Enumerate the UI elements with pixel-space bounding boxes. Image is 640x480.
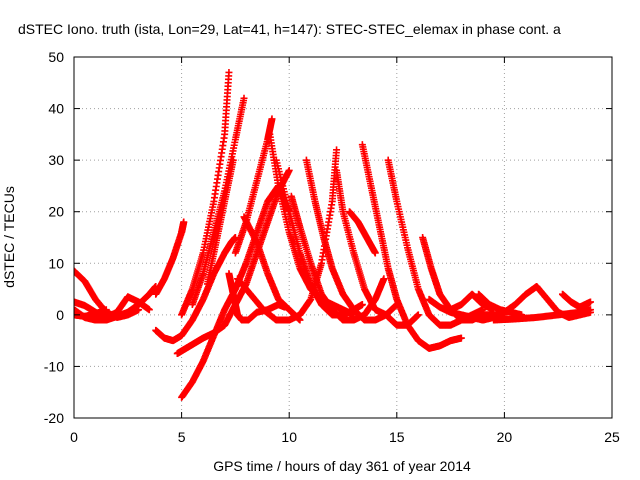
y-tick-label: -20: [44, 410, 64, 426]
chart-title: dSTEC Iono. truth (ista, Lon=29, Lat=41,…: [18, 21, 561, 37]
data-point: [229, 156, 237, 164]
data-point: [145, 306, 153, 314]
axis-ticks: 0 5 10 15 20 25 -20 -10 0 10 20 30 40 50: [44, 49, 620, 445]
y-tick-label: -10: [44, 358, 64, 374]
y-tick-label: 40: [48, 101, 64, 117]
data-point: [333, 146, 341, 154]
data-point: [135, 306, 143, 314]
series-9: [178, 68, 233, 319]
series-18: [287, 192, 388, 324]
y-tick-label: 30: [48, 152, 64, 168]
series-30: [559, 290, 594, 311]
data-point: [586, 298, 594, 306]
y-axis-label: dSTEC / TECUs: [1, 186, 17, 288]
y-tick-label: 10: [48, 255, 64, 271]
data-point: [225, 68, 233, 76]
plot-frame: [73, 56, 613, 419]
data-point: [180, 218, 188, 226]
data-point: [102, 306, 110, 314]
data-point: [240, 94, 248, 102]
series-8: [152, 218, 188, 298]
data-point: [586, 306, 594, 314]
data-point: [296, 316, 304, 324]
x-tick-label: 0: [70, 429, 78, 445]
x-tick-label: 20: [497, 429, 513, 445]
data-point: [414, 311, 422, 319]
data-point: [380, 275, 388, 283]
x-tick-label: 10: [281, 429, 297, 445]
series-23: [384, 156, 487, 329]
y-tick-label: 0: [56, 307, 64, 323]
x-axis-label: GPS time / hours of day 361 of year 2014: [213, 458, 471, 474]
series-29: [490, 306, 594, 324]
series-22: [345, 208, 379, 257]
data-point: [285, 166, 293, 174]
series-10: [188, 94, 248, 309]
series-20: [333, 166, 422, 329]
x-tick-label: 5: [178, 429, 186, 445]
x-tick-label: 15: [389, 429, 405, 445]
grid: [74, 57, 612, 418]
series-12: [203, 156, 237, 288]
series-21: [358, 141, 465, 352]
data-point: [371, 249, 379, 257]
series-4: [74, 306, 110, 320]
series-3: [74, 293, 153, 321]
x-tick-label: 25: [604, 429, 620, 445]
series-15: [240, 213, 304, 324]
data-point: [268, 115, 276, 123]
data-layer: [74, 68, 594, 401]
y-tick-label: 20: [48, 204, 64, 220]
series-27: [475, 290, 526, 319]
data-point: [457, 334, 465, 342]
y-tick-label: 50: [48, 49, 64, 65]
data-point: [358, 301, 366, 309]
